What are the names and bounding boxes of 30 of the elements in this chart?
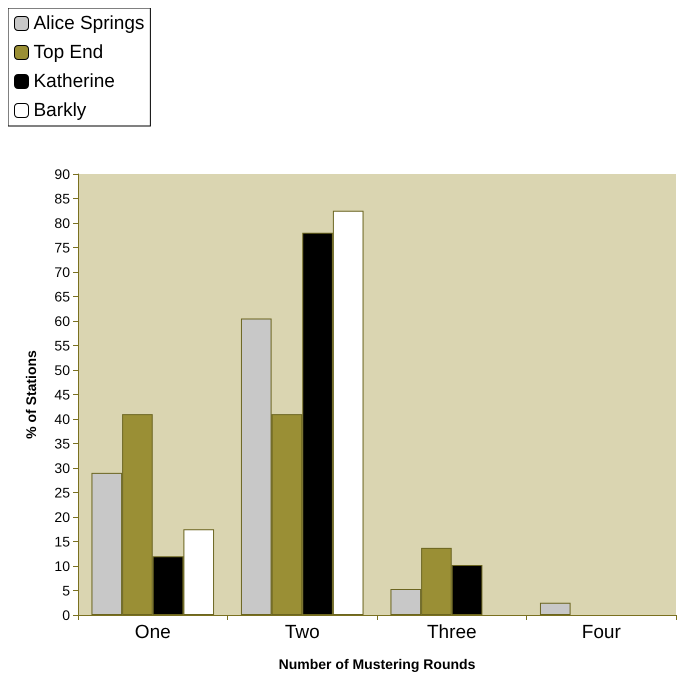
y-tick-label: 85: [54, 190, 70, 206]
y-tick-label: 25: [54, 484, 70, 500]
legend-label: Barkly: [34, 100, 87, 121]
legend-label: Top End: [34, 42, 104, 63]
x-tick-label: Two: [284, 622, 320, 643]
y-axis-title: % of Stations: [23, 350, 39, 439]
y-tick-label: 20: [54, 509, 70, 525]
y-tick-label: 10: [54, 558, 70, 574]
x-axis-title: Number of Mustering Rounds: [278, 656, 476, 672]
y-tick-label: 65: [54, 288, 70, 304]
y-tick-label: 0: [62, 607, 70, 623]
y-tick-label: 30: [54, 460, 70, 476]
y-tick-label: 70: [54, 264, 70, 280]
y-tick-label: 40: [54, 411, 70, 427]
y-tick-label: 90: [54, 166, 70, 182]
x-tick-label: One: [134, 622, 171, 643]
legend-label: Alice Springs: [34, 13, 144, 34]
legend-label: Katherine: [34, 71, 115, 92]
y-tick-label: 75: [54, 240, 70, 256]
y-tick-label: 60: [54, 313, 70, 329]
y-tick-label: 5: [62, 582, 70, 598]
y-tick-label: 15: [54, 534, 70, 550]
x-tick-label: Four: [582, 622, 622, 643]
y-tick-label: 50: [54, 362, 70, 378]
x-tick-label: Three: [426, 622, 477, 643]
y-tick-label: 80: [54, 215, 70, 231]
y-tick-label: 45: [54, 386, 70, 402]
y-tick-label: 35: [54, 436, 70, 452]
bar: [540, 602, 571, 615]
y-tick-label: 55: [54, 338, 70, 354]
